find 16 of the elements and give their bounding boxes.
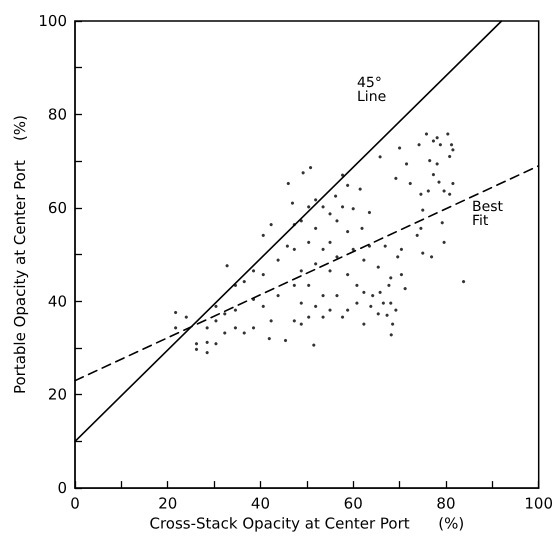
x-tick-label: 40 [250,494,270,513]
x-tick-label: 80 [436,494,456,513]
y-tick-label: 80 [48,105,67,124]
annotation: 45° Line [357,75,386,105]
annotation: Best Fit [472,199,508,229]
x-tick-label: 0 [70,494,80,513]
y-tick-label: 60 [48,198,67,217]
y-tick-label: 20 [48,386,67,404]
y-axis-title: Portable Opacity at Center Port (%) [10,115,29,394]
x-tick-label: 100 [524,494,554,513]
x-axis-title: Cross-Stack Opacity at Center Port (%) [150,514,464,532]
y-tick-label: 40 [48,292,67,310]
y-tick-label: 100 [38,12,67,30]
x-tick-label: 60 [344,494,363,513]
x-tick-label: 20 [158,494,178,513]
y-tick-label: 0 [57,479,67,498]
